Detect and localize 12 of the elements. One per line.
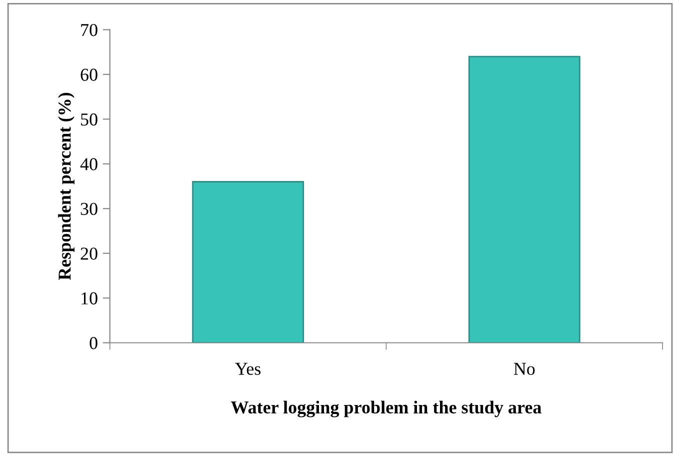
y-tick-label: 0 xyxy=(90,337,98,350)
x-tick-label: No xyxy=(514,362,535,375)
y-tick-label: 40 xyxy=(80,158,98,170)
y-axis-title: Respondent percent (%) xyxy=(58,92,74,280)
y-tick-label: 50 xyxy=(81,113,98,126)
y-tick-label: 60 xyxy=(80,68,98,81)
y-tick-label: 20 xyxy=(80,248,98,260)
y-tick-label: 30 xyxy=(80,202,98,216)
y-tick-label: 70 xyxy=(81,24,98,36)
y-tick-label: 10 xyxy=(82,292,98,304)
x-axis-title: Water logging problem in the study area xyxy=(230,400,542,418)
x-tick-label: Yes xyxy=(235,362,261,375)
